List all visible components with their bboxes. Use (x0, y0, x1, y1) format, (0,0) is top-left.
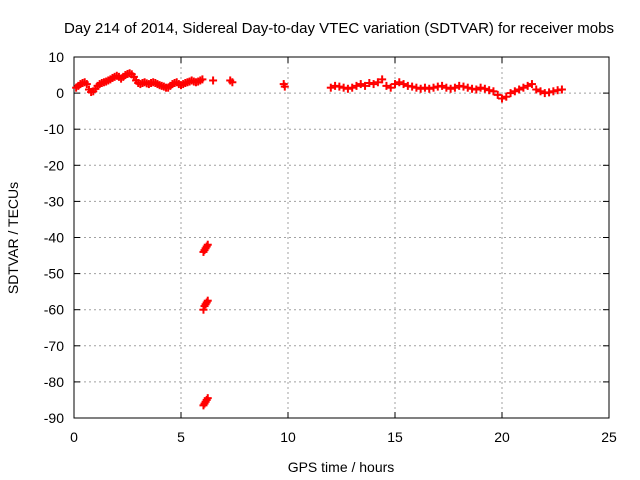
data-point (536, 87, 545, 96)
grid (74, 57, 609, 418)
x-axis-label: GPS time / hours (288, 459, 395, 475)
data-point (519, 83, 528, 92)
data-point (420, 83, 429, 92)
data-point (549, 87, 558, 96)
data-point (527, 80, 536, 89)
data-point (339, 83, 348, 92)
x-tick-label: 5 (177, 429, 185, 445)
data-point (361, 81, 370, 90)
data-point (378, 75, 387, 84)
data-point (198, 75, 207, 84)
data-point (557, 85, 566, 94)
data-point (463, 83, 472, 92)
y-axis-label: SDTVAR / TECUs (5, 182, 21, 294)
data-point (480, 84, 489, 93)
y-tick-label: -80 (44, 374, 64, 390)
data-point (506, 89, 515, 98)
x-tick-label: 25 (601, 429, 617, 445)
data-point (369, 80, 378, 89)
data-point (523, 81, 532, 90)
data-point (442, 83, 451, 92)
data-point (446, 84, 455, 93)
data-point (382, 81, 391, 90)
data-point (510, 87, 519, 96)
y-tick-label: -90 (44, 410, 64, 426)
data-point (493, 90, 502, 99)
data-point (356, 80, 365, 89)
x-tick-label: 10 (280, 429, 296, 445)
y-tick-label: -30 (44, 193, 64, 209)
x-tick-label: 0 (70, 429, 78, 445)
data-point (416, 84, 425, 93)
data-point (352, 81, 361, 90)
data-point (82, 80, 91, 89)
data-point (348, 83, 357, 92)
data-point (459, 82, 468, 91)
data-point (485, 86, 494, 95)
data-point (386, 83, 395, 92)
data-point (429, 83, 438, 92)
y-tick-label: -50 (44, 266, 64, 282)
y-tick-label: 0 (56, 85, 64, 101)
data-point (545, 88, 554, 97)
data-point (365, 78, 374, 87)
data-point (326, 83, 335, 92)
x-tick-label: 15 (387, 429, 403, 445)
data-point (399, 80, 408, 89)
data-point (343, 84, 352, 93)
data-point (391, 80, 399, 89)
data-point (203, 296, 212, 305)
data-point (515, 85, 524, 94)
x-tick-label: 20 (494, 429, 510, 445)
data-point (203, 394, 212, 403)
data-point (408, 82, 417, 91)
axes: 0 5 10 15 20 25 10 0 -10 -20 -30 -40 -50 -60 -70 -80 -90 (44, 49, 617, 445)
y-tick-label: -70 (44, 338, 64, 354)
data-point (373, 78, 382, 87)
y-tick-label: 10 (48, 49, 64, 65)
y-tick-label: -20 (44, 157, 64, 173)
data-point (335, 82, 344, 91)
data-point (498, 94, 506, 103)
data-point (209, 76, 218, 85)
y-tick-label: -40 (44, 230, 64, 246)
data-point (502, 92, 511, 101)
data-point (425, 84, 434, 93)
data-series-sdtvar (72, 69, 566, 410)
data-point (280, 82, 289, 91)
chart-title: Day 214 of 2014, Sidereal Day-to-day VTE… (64, 20, 614, 37)
data-point (395, 78, 404, 87)
data-point (203, 240, 212, 249)
data-point (489, 87, 498, 96)
y-tick-label: -60 (44, 302, 64, 318)
data-point (472, 85, 481, 94)
y-tick-label: -10 (44, 121, 64, 137)
data-point (450, 83, 459, 92)
data-point (476, 83, 485, 92)
data-point (532, 85, 541, 94)
data-point (412, 83, 421, 92)
data-point (438, 81, 447, 90)
data-point (228, 78, 237, 87)
